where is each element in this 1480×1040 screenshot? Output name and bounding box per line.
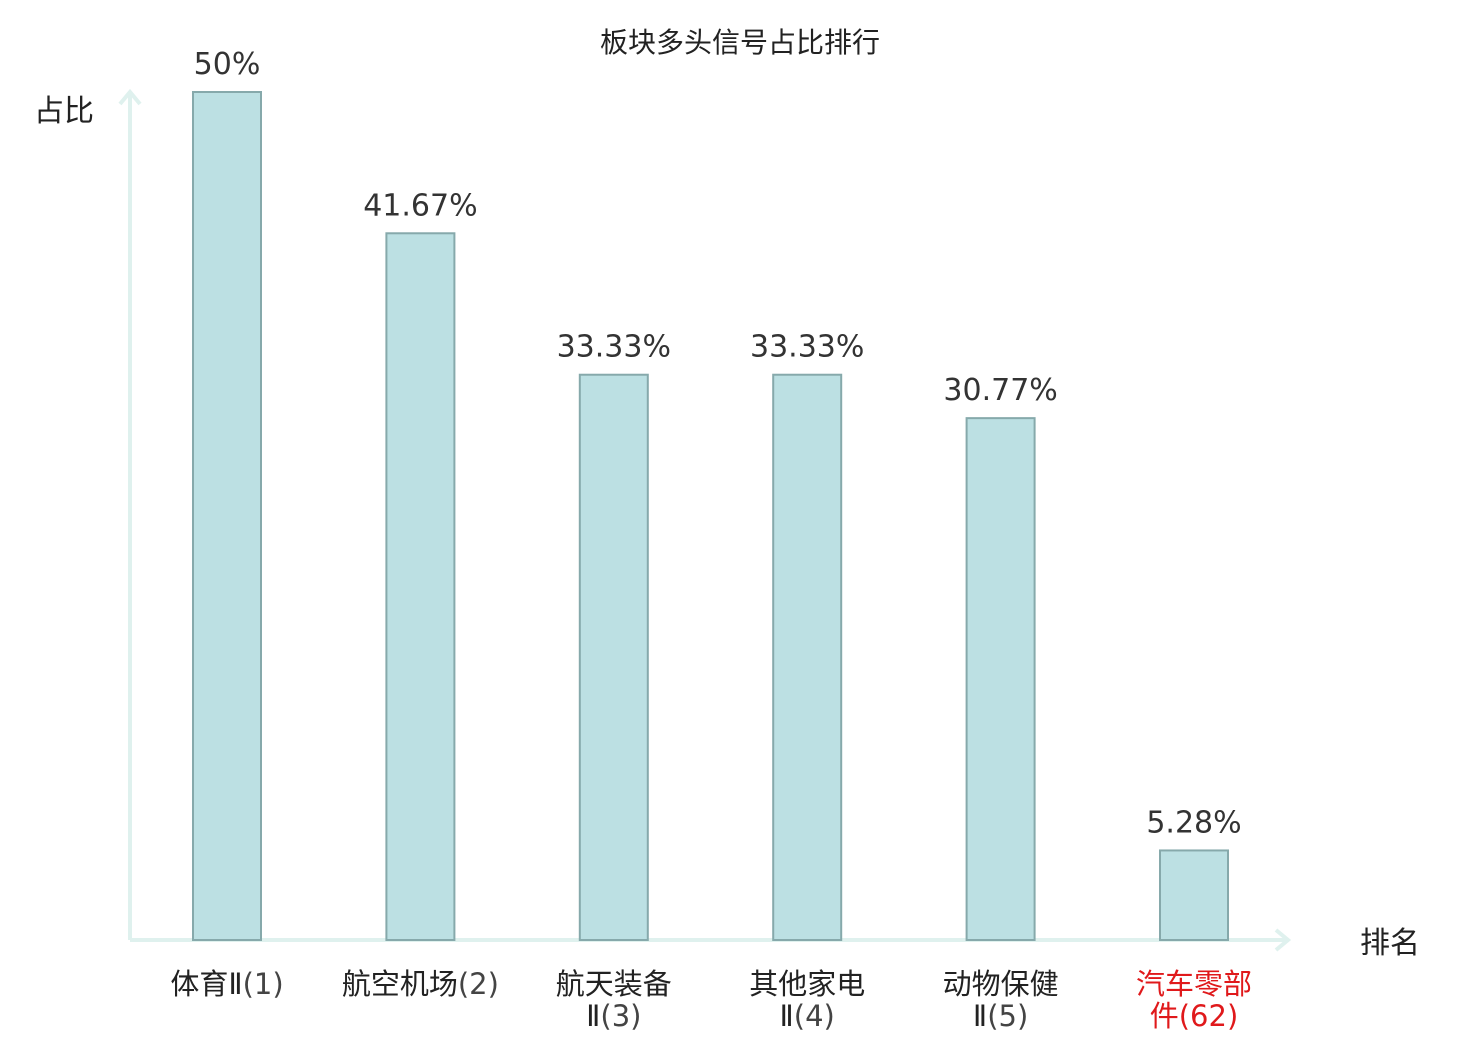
category-rank: (4) [794,999,835,1033]
svg-text:体育Ⅱ(1): 体育Ⅱ(1) [170,967,283,1001]
category-rank: (62) [1179,999,1239,1033]
svg-text:航空机场(2): 航空机场(2) [342,967,499,1001]
value-labels: 50% 41.67% 33.33% 33.33% 30.77% 5.28% [194,47,1242,840]
category-label-6: 汽车零部件(62) [1136,967,1252,1033]
category-label-1: 体育Ⅱ(1) [170,967,283,1001]
category-rank: (3) [600,999,641,1033]
value-label-6: 5.28% [1146,805,1241,840]
category-name: 体育Ⅱ [170,967,242,1001]
y-axis-label: 占比 [34,94,94,129]
x-axis [130,928,1292,952]
value-label-2: 41.67% [363,188,477,223]
value-label-5: 30.77% [943,373,1057,408]
bar-3 [578,373,649,941]
category-label-3: 航天装备 Ⅱ(3) [556,967,672,1033]
bar-4 [772,373,843,941]
category-name: 动物保健 Ⅱ(5) [943,967,1059,1033]
bar-6 [1159,849,1229,941]
category-label-4: 其他家电 Ⅱ(4) [749,967,865,1033]
category-label-5: 动物保健 Ⅱ(5) [943,967,1059,1033]
y-axis [118,88,142,940]
category-rank: (5) [987,999,1028,1033]
value-label-3: 33.33% [557,330,671,365]
chart-title: 板块多头信号占比排行 [600,26,880,59]
category-labels: 体育Ⅱ(1) 航空机场(2) 航天装备 Ⅱ(3) 其他家电 Ⅱ(4) 动物保健 Ⅱ(5) 汽车零… [170,967,1252,1033]
value-label-1: 50% [194,47,261,82]
bar-1 [192,91,262,941]
category-rank: (1) [243,967,284,1001]
value-label-4: 33.33% [750,330,864,365]
category-name: 航空机场 [342,967,458,1001]
category-name: 其他家电 Ⅱ(4) [749,967,865,1033]
category-name: 汽车零部件(62) [1136,967,1252,1033]
category-label-2: 航空机场(2) [342,967,499,1001]
x-axis-label: 排名 [1360,926,1420,961]
category-rank: (2) [458,967,499,1001]
bars [192,91,1229,941]
bar-2 [385,232,456,941]
category-name: 航天装备 Ⅱ(3) [556,967,672,1033]
bar-5 [965,417,1036,941]
